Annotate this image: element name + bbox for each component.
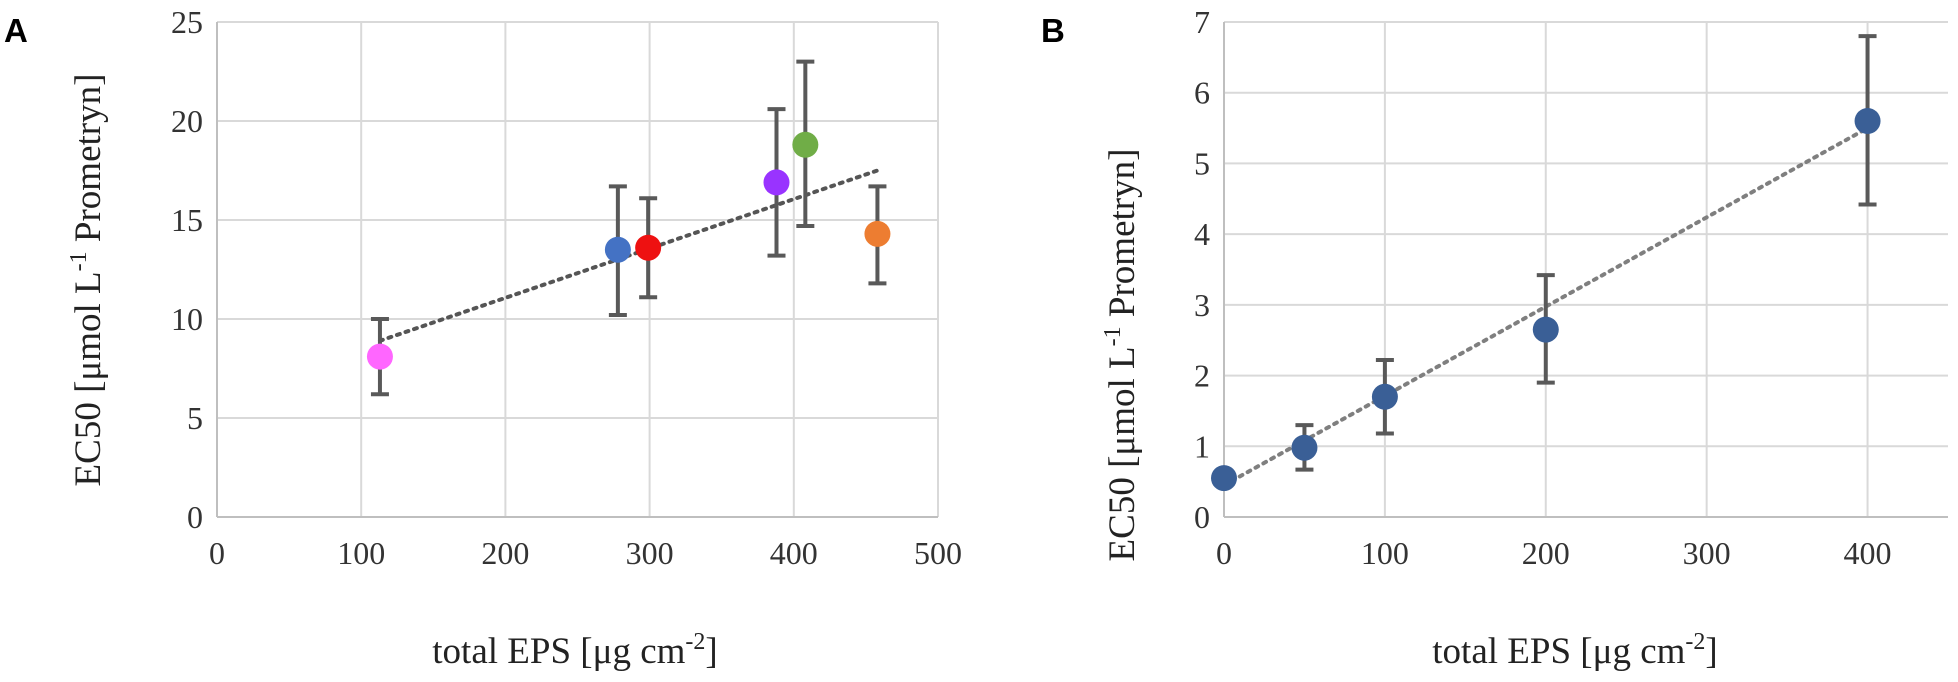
panel-b-x-ticks: 0 100 200 300 400 xyxy=(1216,535,1892,571)
panel-b-y-tick-label: 1 xyxy=(1194,428,1210,464)
panel-b-data-point xyxy=(1291,434,1318,461)
panel-a-data-point xyxy=(792,131,819,158)
panel-a-y-tick-label: 25 xyxy=(171,4,203,40)
panel-b-chart: B 0 100 200 300 400 0 1 2 3 4 5 6 7 total EPS [μg c… xyxy=(1041,4,1948,672)
panel-a-x-tick-label: 400 xyxy=(770,535,818,571)
panel-b-y-tick-label: 2 xyxy=(1194,358,1210,394)
panel-a-error-bars xyxy=(370,59,887,397)
panel-a-y-ticks: 0 5 10 15 20 25 xyxy=(171,4,203,535)
panel-b-y-ticks: 0 1 2 3 4 5 6 7 xyxy=(1194,4,1210,535)
panel-b-grid xyxy=(1223,21,1948,518)
panel-b-x-tick-label: 400 xyxy=(1844,535,1892,571)
panel-b-x-axis-title: total EPS [μg cm-2] xyxy=(1432,629,1717,672)
panel-a-grid xyxy=(216,21,939,518)
panel-a-x-ticks: 0 100 200 300 400 500 xyxy=(209,535,962,571)
panel-b-y-tick-label: 7 xyxy=(1194,4,1210,40)
panel-b-y-axis-title: EC50 [μmol L-1 Prometryn] xyxy=(1100,149,1143,562)
panel-a-data-point xyxy=(763,169,790,196)
panel-a-x-tick-label: 500 xyxy=(914,535,962,571)
panel-b-x-tick-label: 200 xyxy=(1522,535,1570,571)
panel-a-y-tick-label: 15 xyxy=(171,202,203,238)
panel-b-data-point xyxy=(1371,383,1398,410)
panel-a-label: A xyxy=(4,12,28,49)
panel-a-data-point xyxy=(864,220,891,247)
panel-b-y-tick-label: 5 xyxy=(1194,145,1210,181)
panel-a-x-tick-label: 300 xyxy=(626,535,674,571)
panel-b-data-point xyxy=(1854,108,1881,134)
panel-a-y-axis-title: EC50 [μmol L-1 Prometryn] xyxy=(66,74,109,487)
panel-a-y-tick-label: 20 xyxy=(171,103,203,139)
panel-a-data-point xyxy=(635,234,662,261)
panel-b-y-tick-label: 4 xyxy=(1194,216,1210,252)
panel-a-x-tick-label: 0 xyxy=(209,535,225,571)
panel-b-label: B xyxy=(1041,12,1065,49)
panel-a-data-point xyxy=(604,236,631,263)
panel-a-y-tick-label: 5 xyxy=(187,400,203,436)
panel-a-y-tick-label: 0 xyxy=(187,499,203,535)
panel-b-data-point xyxy=(1532,316,1559,343)
panel-a-points xyxy=(366,131,891,370)
panel-a-x-axis-title: total EPS [μg cm-2] xyxy=(432,629,717,672)
panel-b-x-tick-label: 0 xyxy=(1216,535,1232,571)
panel-a-data-point xyxy=(366,343,393,370)
panel-b-y-tick-label: 0 xyxy=(1194,499,1210,535)
panel-b-y-tick-label: 6 xyxy=(1194,75,1210,111)
panel-b-y-tick-label: 3 xyxy=(1194,287,1210,323)
panel-b-points xyxy=(1211,108,1881,492)
panel-b-data-point xyxy=(1211,465,1237,492)
panel-b-x-tick-label: 100 xyxy=(1361,535,1409,571)
panel-a-chart: A 0 100 200 300 400 500 0 5 10 15 20 25 total EPS … xyxy=(4,4,962,672)
panel-a-x-tick-label: 200 xyxy=(481,535,529,571)
panel-b-x-tick-label: 300 xyxy=(1683,535,1731,571)
panel-a-x-tick-label: 100 xyxy=(337,535,385,571)
panel-a-y-tick-label: 10 xyxy=(171,301,203,337)
